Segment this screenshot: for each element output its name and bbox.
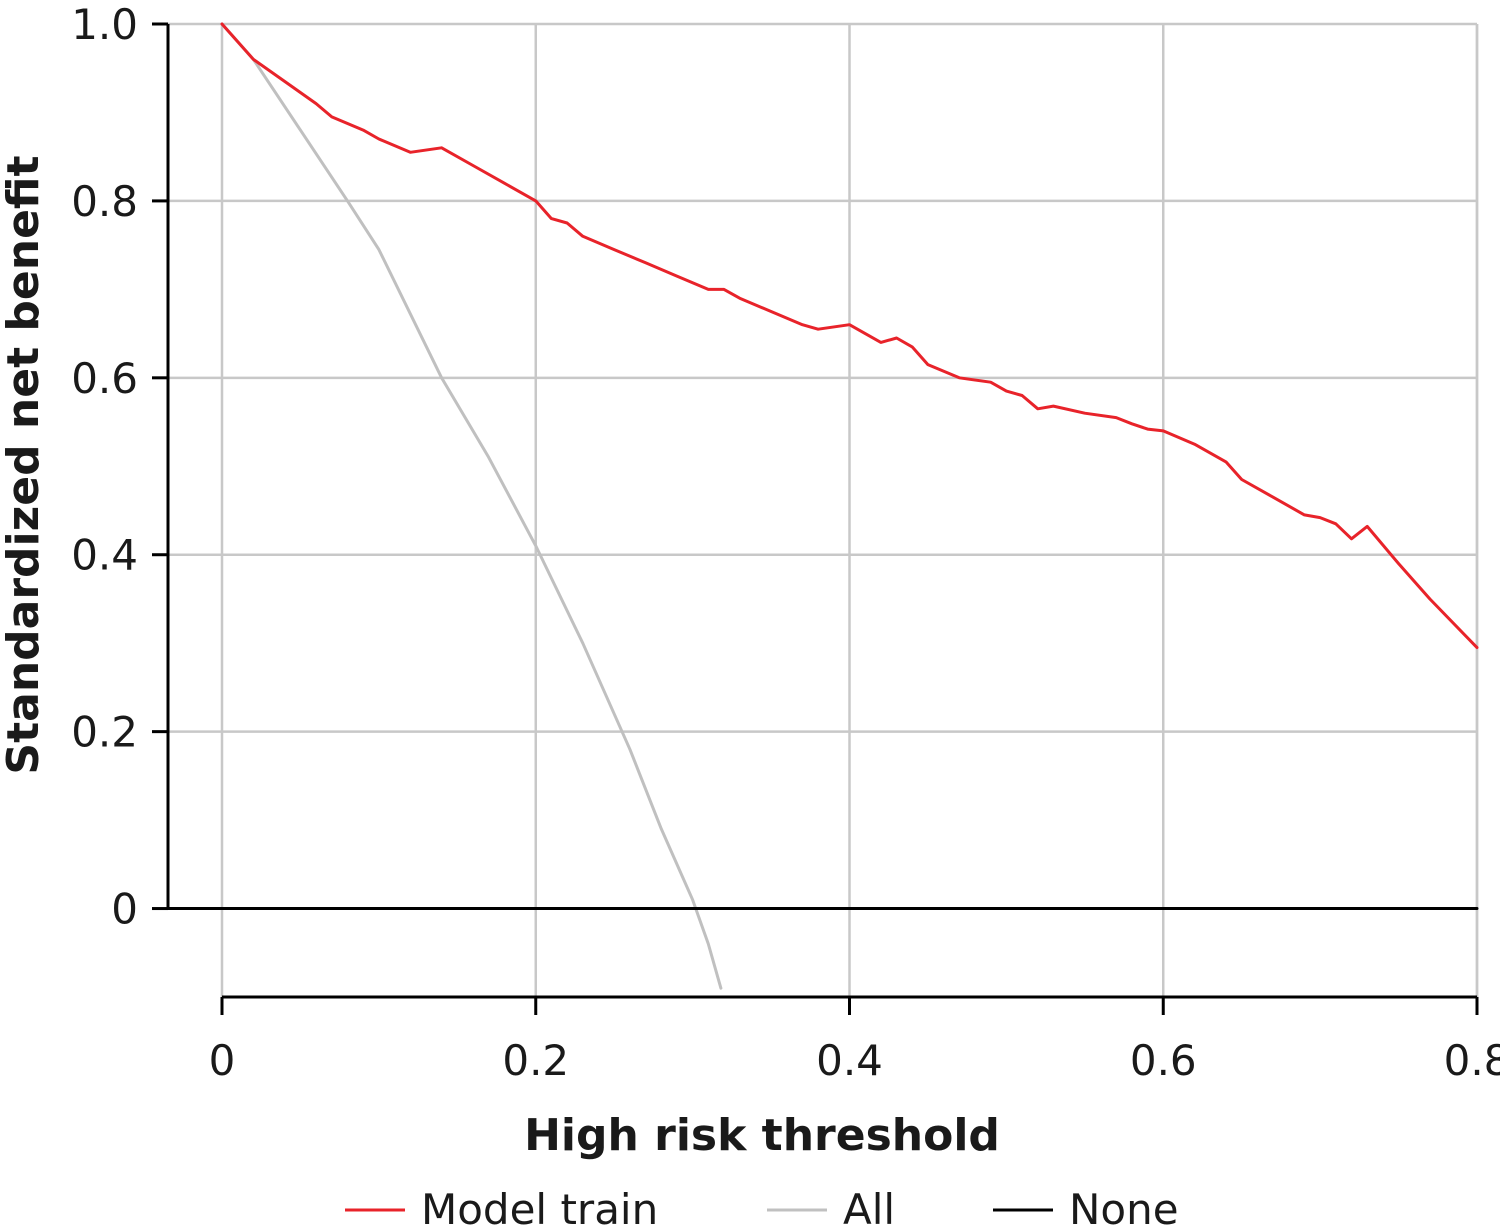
y-tick-label: 1.0 <box>71 0 138 49</box>
y-tick-label: 0 <box>111 885 138 934</box>
x-tick-label: 0.8 <box>1444 1036 1500 1085</box>
x-tick-label: 0 <box>209 1036 236 1085</box>
x-tick-label: 0.4 <box>816 1036 883 1085</box>
series-line-model-train <box>220 22 1479 650</box>
series-line-all <box>220 22 723 990</box>
legend-label-all: All <box>843 1185 895 1226</box>
x-axis-title: High risk threshold <box>524 1110 1000 1161</box>
y-tick-label: 0.4 <box>71 531 138 580</box>
legend-label-model-train: Model train <box>421 1185 658 1226</box>
y-tick-label: 0.6 <box>71 354 138 403</box>
y-tick-label: 0.8 <box>71 177 138 226</box>
grid-lines <box>168 22 1479 997</box>
legend: Model train All None <box>345 1185 1179 1226</box>
x-tick-label: 0.6 <box>1130 1036 1197 1085</box>
tick-labels: 0 0.2 0.4 0.6 0.8 1.0 0 0.2 0.4 0.6 0.8 <box>71 0 1500 1085</box>
x-tick-label: 0.2 <box>502 1036 569 1085</box>
legend-label-none: None <box>1069 1185 1179 1226</box>
y-axis-title: Standardized net benefit <box>0 155 49 774</box>
series-lines <box>166 22 1479 990</box>
y-tick-label: 0.2 <box>71 708 138 757</box>
axes <box>152 22 1479 1015</box>
